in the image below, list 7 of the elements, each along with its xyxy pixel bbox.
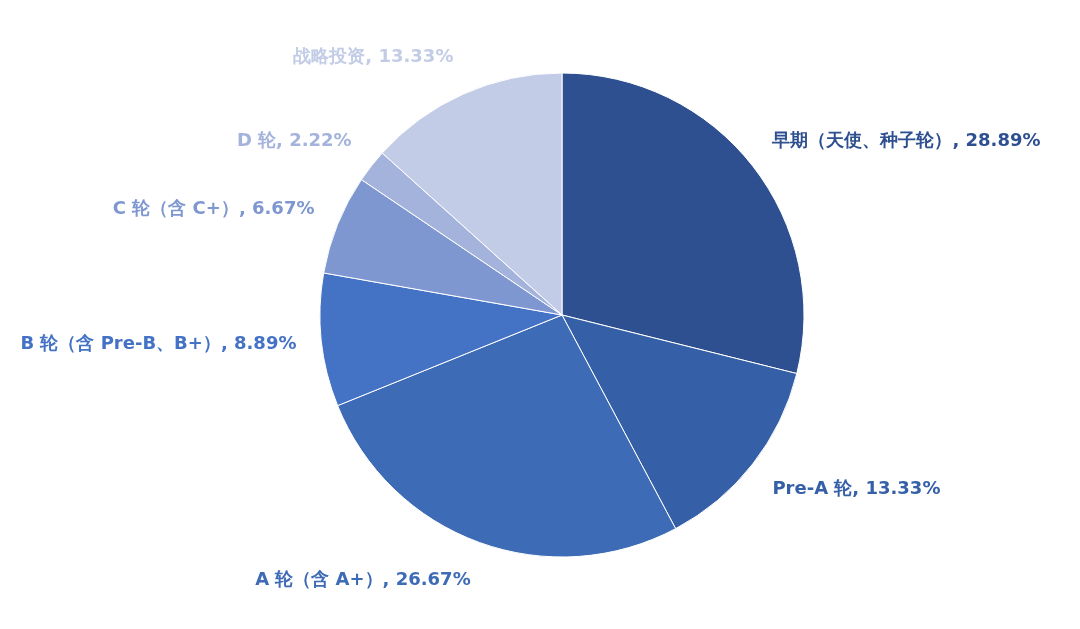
slice-label: 战略投资, 13.33% <box>293 45 454 67</box>
slice-label: 早期（天使、种子轮）, 28.89% <box>771 129 1041 151</box>
slice-label: Pre-A 轮, 13.33% <box>772 476 941 498</box>
slice-label: B 轮（含 Pre-B、B+）, 8.89% <box>20 332 297 354</box>
slice-label: D 轮, 2.22% <box>236 129 352 151</box>
slice-label: C 轮（含 C+）, 6.67% <box>112 197 315 219</box>
slice-label: A 轮（含 A+）, 26.67% <box>255 568 471 589</box>
